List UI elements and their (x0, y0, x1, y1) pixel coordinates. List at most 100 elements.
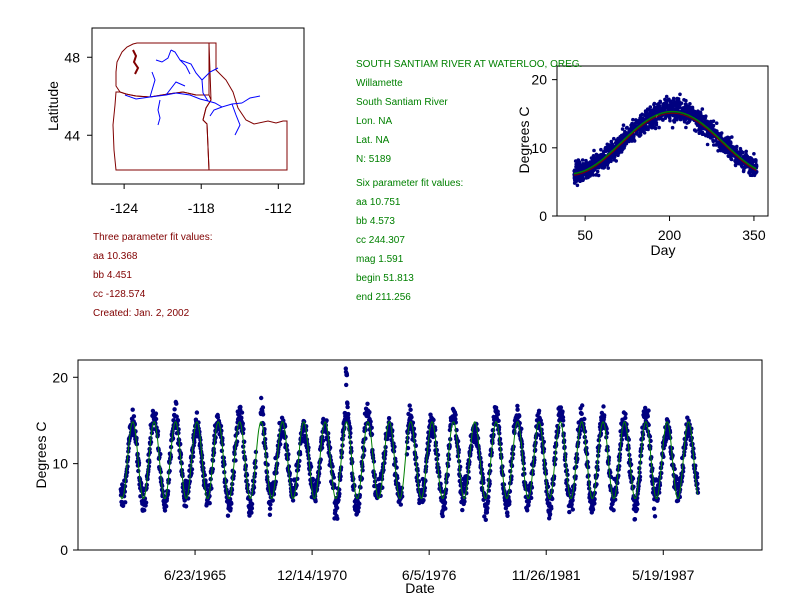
seasonal-point (663, 108, 667, 112)
timeseries-point (260, 405, 266, 410)
timeseries-point (356, 505, 361, 510)
timeseries-point (207, 501, 212, 506)
timeseries-point (596, 438, 601, 443)
seasonal-point (730, 146, 735, 150)
timeseries-point (267, 512, 273, 517)
timeseries-point (485, 499, 491, 504)
timeseries-point (220, 436, 225, 441)
timeseries-point (595, 467, 600, 472)
seasonal-point (578, 177, 583, 181)
timeseries-point (408, 407, 413, 412)
seasonal-point (589, 156, 594, 160)
seasonal-point (590, 169, 595, 174)
timeseries-point (469, 444, 474, 449)
timeseries-point (227, 496, 233, 502)
timeseries-point (525, 508, 530, 513)
timeseries-point (495, 412, 501, 417)
seasonal-point (678, 100, 682, 105)
seasonal-point (576, 167, 580, 171)
timeseries-point (651, 506, 657, 511)
seasonal-point (583, 162, 587, 166)
seasonal-point (584, 165, 588, 170)
timeseries-point (345, 404, 350, 410)
timeseries-point (505, 513, 510, 518)
umatilla (209, 106, 223, 117)
cowlitz (149, 71, 156, 98)
seasonal-point (673, 104, 677, 108)
timeseries-point (652, 514, 658, 519)
timeseries-point (162, 508, 168, 513)
seasonal-point (678, 117, 683, 122)
seasonal-point (631, 124, 636, 129)
seasonal-point (683, 106, 688, 110)
seasonal-point (650, 125, 654, 130)
seasonal-point (700, 107, 705, 111)
site-basin: Willamette (356, 78, 403, 89)
seasonal-point (601, 166, 606, 170)
seasonal-y-axis-label: Degrees C (516, 107, 532, 174)
timeseries-point (120, 503, 126, 508)
seasonal-point (705, 142, 710, 147)
timeseries-point (515, 407, 520, 412)
six-param-cc: cc 244.307 (356, 235, 405, 246)
seasonal-point (670, 125, 675, 130)
timeseries-point (478, 460, 484, 465)
timeseries-point (551, 481, 556, 487)
six-param-end: end 211.256 (356, 292, 411, 303)
seasonal-point (621, 123, 626, 127)
seasonal-point (716, 149, 720, 153)
okanogan (179, 59, 191, 75)
seasonal-point (729, 157, 733, 161)
seasonal-point (704, 133, 708, 138)
timeseries-point (124, 470, 130, 475)
seasonal-point (574, 179, 578, 184)
timeseries-point (239, 415, 244, 420)
seasonal-point (753, 158, 757, 162)
seasonal-point (708, 133, 712, 138)
timeseries-point (659, 470, 664, 476)
seasonal-point (609, 139, 614, 144)
timeseries-point (458, 464, 463, 469)
seasonal-point (697, 127, 701, 132)
timeseries-point (454, 427, 459, 433)
seasonal-point (575, 183, 580, 188)
seasonal-point (684, 125, 688, 130)
seasonal-point (714, 143, 718, 147)
timeseries-point (166, 477, 172, 482)
seasonal-point (665, 105, 670, 110)
seasonal-point (730, 135, 734, 139)
seasonal-point (705, 130, 710, 135)
timeseries-point (485, 505, 490, 511)
seasonal-x-tick-label-2: 350 (742, 227, 766, 243)
timeseries-point (515, 403, 520, 409)
timeseries-point (460, 507, 465, 513)
timeseries-point (508, 469, 513, 474)
seasonal-point (744, 149, 748, 154)
seasonal-point (631, 117, 635, 122)
timeseries-point (407, 403, 412, 408)
seasonal-point (658, 115, 662, 120)
timeseries-point (443, 506, 448, 511)
site-lon: Lon. NA (356, 116, 393, 127)
timeseries-point (260, 412, 266, 417)
timeseries-point (178, 442, 183, 447)
timeseries-point (170, 436, 176, 441)
map-panel: -124 -118 -112 48 44 Latitude (45, 27, 305, 216)
seasonal-point (711, 126, 715, 130)
seasonal-point (722, 137, 726, 142)
timeseries-point (521, 455, 526, 460)
timeseries-point (175, 418, 181, 423)
timeseries-point (228, 506, 233, 511)
timeseries-y-tick-label-0: 0 (60, 542, 68, 558)
map-axes: -124 -118 -112 48 44 (64, 49, 292, 216)
seasonal-point (676, 97, 681, 101)
timeseries-point (558, 405, 564, 410)
seasonal-point (595, 155, 600, 160)
timeseries-point (249, 501, 255, 507)
seasonal-point (625, 125, 629, 130)
timeseries-point (147, 459, 152, 465)
timeseries-point (143, 500, 149, 505)
timeseries-point (634, 507, 640, 512)
seasonal-point (714, 121, 719, 125)
seasonal-point (700, 132, 705, 136)
